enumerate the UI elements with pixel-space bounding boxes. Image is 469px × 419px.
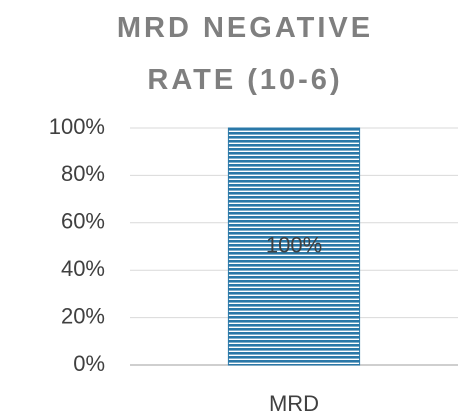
bar bbox=[227, 127, 361, 366]
data-label: 100% bbox=[266, 232, 322, 257]
y-tick-label: 20% bbox=[61, 303, 105, 328]
y-tick-label: 80% bbox=[61, 161, 105, 186]
chart-title: MRD NEGATIVE RATE (10-6) bbox=[116, 12, 374, 96]
y-tick-label: 60% bbox=[61, 209, 105, 234]
y-tick-label: 40% bbox=[61, 256, 105, 281]
y-tick-label: 100% bbox=[49, 114, 105, 139]
x-tick-label: MRD bbox=[269, 391, 319, 416]
y-tick-label: 0% bbox=[73, 351, 105, 376]
